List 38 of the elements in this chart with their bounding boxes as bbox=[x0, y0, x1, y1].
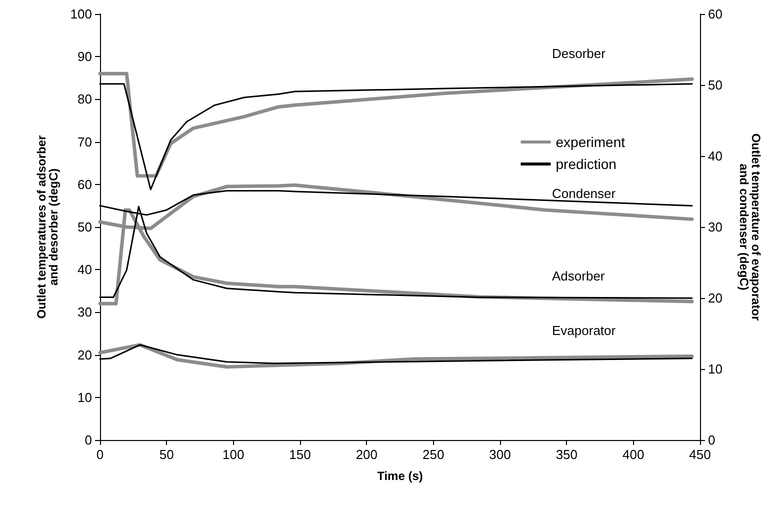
y2-tick-label: 10 bbox=[708, 362, 722, 376]
y2-tick-label: 30 bbox=[708, 220, 722, 234]
y-tick-label: 70 bbox=[78, 134, 92, 150]
annotation: Desorber bbox=[552, 46, 606, 62]
x-tick-label: 350 bbox=[556, 447, 578, 462]
x-axis-title: Time (s) bbox=[377, 469, 423, 483]
y-tick-label: 30 bbox=[78, 304, 92, 320]
y-tick-label: 90 bbox=[78, 49, 92, 64]
y2-tick-label: 0 bbox=[708, 432, 716, 448]
x-tick-label: 0 bbox=[96, 447, 104, 462]
annotation: Adsorber bbox=[552, 268, 606, 284]
x-tick-label: 200 bbox=[356, 447, 378, 462]
x-tick-label: 50 bbox=[159, 447, 174, 462]
y-tick-label: 0 bbox=[84, 432, 92, 448]
y-tick-label: 40 bbox=[78, 262, 92, 278]
x-tick-label: 400 bbox=[622, 447, 644, 462]
x-tick-label: 100 bbox=[222, 447, 244, 462]
y-tick-label: 20 bbox=[78, 347, 92, 362]
x-tick-label: 300 bbox=[489, 447, 511, 462]
y-tick-label: 100 bbox=[70, 6, 92, 22]
y-tick-label: 80 bbox=[78, 92, 92, 107]
y-tick-label: 60 bbox=[78, 176, 92, 192]
annotation: Condenser bbox=[552, 186, 616, 202]
annotation: Evaporator bbox=[552, 323, 616, 338]
y-tick-label: 50 bbox=[78, 220, 92, 234]
y-tick-label: 10 bbox=[78, 390, 92, 405]
x-tick-label: 150 bbox=[289, 447, 311, 462]
x-tick-label: 450 bbox=[689, 447, 711, 462]
line-series bbox=[98, 343, 694, 369]
y2-tick-label: 40 bbox=[708, 148, 722, 164]
x-tick-label: 250 bbox=[422, 447, 444, 462]
y2-tick-label: 20 bbox=[708, 290, 722, 306]
y2-tick-label: 60 bbox=[708, 6, 722, 22]
legend-label: experiment bbox=[556, 134, 626, 150]
y2-axis-title: Outlet temperature of evaporator and condenser (degC) bbox=[737, 133, 763, 322]
y2-tick-label: 50 bbox=[708, 78, 722, 92]
y-axis-title: Outlet temperatures of adsorber and desorber (degC) bbox=[34, 134, 60, 319]
legend-label: prediction bbox=[556, 156, 616, 172]
